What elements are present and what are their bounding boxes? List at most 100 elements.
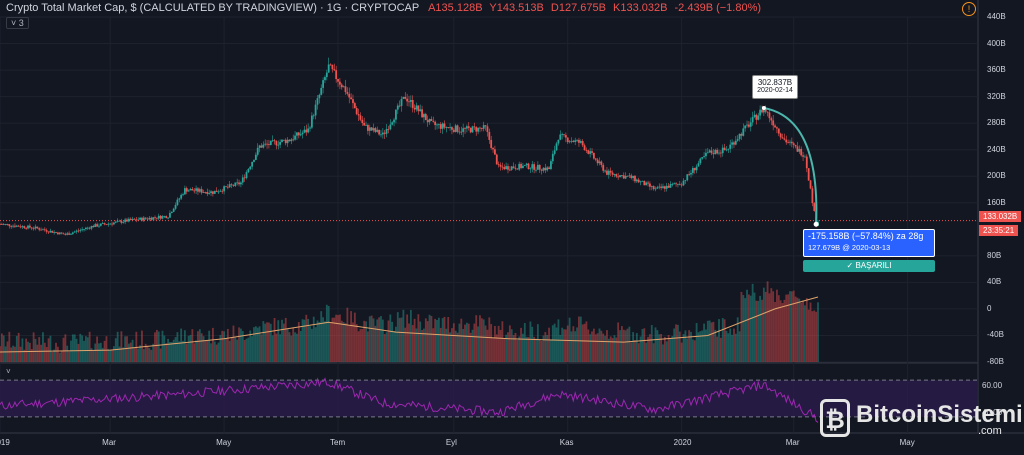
candle-body <box>378 129 381 135</box>
volume-bar <box>148 348 151 362</box>
candle-body <box>21 226 24 228</box>
candle-body <box>335 70 338 80</box>
volume-bar <box>576 327 578 362</box>
candle-body <box>116 220 119 222</box>
candle-body <box>56 232 59 235</box>
candle-body <box>333 69 336 71</box>
volume-bar <box>682 334 685 362</box>
candle-body <box>86 227 89 229</box>
rsi-axis-label: 60.00 <box>982 381 1003 390</box>
volume-bar <box>60 350 63 362</box>
rsi-collapse-toggle[interactable]: ˅ <box>6 367 11 376</box>
volume-bar <box>792 290 795 362</box>
volume-bar <box>215 344 218 362</box>
candle-body <box>525 163 528 166</box>
candle-body <box>30 227 33 229</box>
time-axis-label: Mar <box>102 438 116 447</box>
volume-bar <box>374 325 377 362</box>
price-axis-label: -80B <box>987 357 1004 366</box>
volume-bar <box>118 346 121 362</box>
candle-body <box>10 226 13 227</box>
volume-bar <box>260 334 263 362</box>
candle-body <box>663 186 666 189</box>
candle-body <box>340 84 343 88</box>
candle-body <box>751 116 754 123</box>
volume-bar <box>529 321 532 362</box>
volume-bar <box>154 332 156 362</box>
candle-body <box>583 145 586 151</box>
candle-body <box>353 103 356 109</box>
candle-body <box>630 175 633 178</box>
candle-body <box>781 137 784 139</box>
volume-bar <box>611 338 614 362</box>
candle-body <box>529 168 532 170</box>
candle-body <box>393 119 395 123</box>
indicators-toggle[interactable]: ˅ 3 <box>6 17 29 29</box>
candle-body <box>260 145 263 148</box>
candle-body <box>142 217 145 221</box>
candle-body <box>81 229 84 231</box>
candle-body <box>729 144 732 149</box>
candle-body <box>409 100 412 102</box>
volume-bar <box>282 323 285 362</box>
candle-body <box>533 164 536 170</box>
volume-bar <box>55 342 57 362</box>
volume-bar <box>451 328 453 362</box>
candle-body <box>137 219 140 221</box>
volume-bar <box>495 334 498 362</box>
measure-label[interactable]: -175.158B (−57.84%) za 28g 127.679B @ 20… <box>803 229 935 257</box>
volume-bar <box>299 330 302 362</box>
candle-body <box>256 147 259 155</box>
candle-body <box>665 185 668 189</box>
volume-bar <box>395 326 397 362</box>
candle-body <box>591 151 593 153</box>
candle-body <box>94 224 97 227</box>
volume-bar <box>81 335 84 362</box>
candle-body <box>673 183 676 185</box>
candle-body <box>637 179 640 183</box>
volume-bar <box>768 293 771 362</box>
candle-body <box>531 164 534 169</box>
volume-bar <box>10 347 13 362</box>
peak-value: 302.837B <box>757 78 793 87</box>
candle-body <box>563 134 565 136</box>
volume-ma-line <box>0 296 819 353</box>
candle-body <box>437 124 440 125</box>
volume-bar <box>533 336 536 362</box>
candle-body <box>411 100 414 108</box>
volume-bar <box>312 316 315 362</box>
volume-bar <box>691 339 694 362</box>
peak-label[interactable]: 302.837B 2020-02-14 <box>752 75 798 99</box>
volume-bar <box>245 338 248 362</box>
volume-bar <box>626 328 629 362</box>
volume-bar <box>635 333 638 362</box>
volume-bar <box>337 315 339 362</box>
candle-body <box>103 223 106 225</box>
candle-body <box>309 127 311 129</box>
candle-body <box>465 126 468 129</box>
volume-bar <box>116 331 119 362</box>
symbol-title[interactable]: Crypto Total Market Cap, $ (CALCULATED B… <box>6 2 420 14</box>
candle-body <box>458 131 461 133</box>
change-value: -2.439B (−1.80%) <box>674 2 762 14</box>
candle-body <box>632 175 635 178</box>
candle-body <box>424 114 427 121</box>
volume-bar <box>445 328 448 362</box>
volume-bar <box>404 327 407 362</box>
candle-body <box>505 166 508 170</box>
candle-body <box>609 170 612 173</box>
candle-body <box>8 224 11 227</box>
countdown-tag: 23:35:21 <box>979 225 1019 236</box>
volume-bar <box>742 294 745 362</box>
volume-bar <box>606 330 608 362</box>
volume-bar <box>774 302 776 362</box>
exclamation-icon[interactable]: ! <box>962 2 976 16</box>
volume-bar <box>647 336 649 362</box>
success-badge[interactable]: ✓ BAŞARILI <box>803 260 935 272</box>
volume-bar <box>764 291 767 362</box>
volume-bar <box>761 299 763 362</box>
candle-body <box>225 186 227 188</box>
volume-bar <box>393 331 395 362</box>
volume-bar <box>176 332 179 362</box>
